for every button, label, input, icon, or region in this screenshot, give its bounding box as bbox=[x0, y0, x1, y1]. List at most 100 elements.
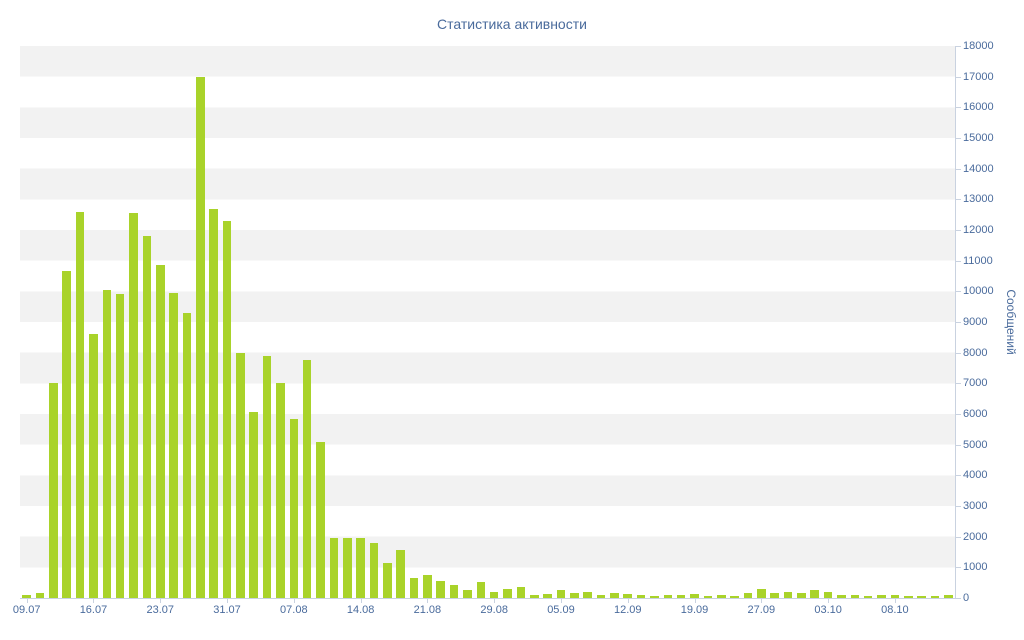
bar bbox=[623, 594, 633, 598]
y-axis-tick bbox=[956, 199, 961, 201]
x-axis-tick bbox=[560, 599, 562, 603]
x-axis-tick bbox=[694, 599, 696, 603]
bar bbox=[209, 208, 218, 598]
x-axis-tick-label: 08.10 bbox=[881, 604, 909, 616]
bar bbox=[476, 582, 486, 598]
y-axis-tick-label: 12000 bbox=[963, 224, 994, 236]
x-axis-tick bbox=[761, 599, 763, 603]
bar bbox=[716, 594, 726, 598]
bar bbox=[383, 562, 392, 598]
bar bbox=[316, 441, 325, 598]
x-axis-tick-label: 05.09 bbox=[547, 604, 575, 616]
y-axis-tick-label: 4000 bbox=[963, 469, 988, 482]
bar bbox=[917, 595, 926, 598]
x-axis-tick-label: 09.07 bbox=[12, 604, 41, 616]
x-axis-tick bbox=[160, 599, 162, 603]
bar bbox=[102, 289, 112, 598]
bar bbox=[610, 593, 619, 598]
bar bbox=[650, 596, 659, 598]
bar bbox=[356, 538, 365, 598]
bar bbox=[823, 591, 833, 598]
y-axis-tick-label: 6000 bbox=[963, 408, 988, 420]
bar bbox=[409, 578, 419, 598]
x-axis-tick-label: 31.07 bbox=[213, 604, 241, 616]
bar bbox=[676, 595, 686, 598]
bar bbox=[196, 76, 205, 598]
y-axis-tick-label: 9000 bbox=[963, 316, 988, 328]
y-axis-tick bbox=[956, 168, 961, 170]
y-axis-tick bbox=[956, 76, 961, 78]
y-axis-tick bbox=[956, 414, 961, 415]
y-axis-tick-label: 13000 bbox=[963, 193, 994, 206]
y-axis-tick-label: 5000 bbox=[963, 438, 988, 451]
y-axis-tick-label: 0 bbox=[963, 592, 970, 604]
bar bbox=[743, 593, 753, 598]
x-axis-tick bbox=[293, 599, 295, 603]
bar bbox=[396, 550, 405, 598]
bar bbox=[890, 595, 900, 598]
bar bbox=[690, 594, 699, 598]
x-axis-tick bbox=[494, 599, 496, 603]
bar bbox=[556, 590, 566, 598]
y-axis-tick-label: 2000 bbox=[963, 530, 988, 543]
x-axis-tick-label: 19.09 bbox=[680, 604, 709, 616]
y-axis-tick bbox=[956, 352, 961, 354]
x-axis-tick bbox=[828, 599, 830, 603]
y-axis-tick-label: 1000 bbox=[963, 561, 988, 574]
x-axis-tick bbox=[427, 599, 429, 603]
bar bbox=[529, 594, 539, 598]
bar bbox=[89, 334, 98, 598]
y-axis-tick bbox=[956, 260, 961, 262]
y-axis-tick bbox=[956, 598, 961, 599]
bar bbox=[169, 292, 178, 598]
x-axis-tick bbox=[93, 599, 95, 603]
bar bbox=[369, 542, 379, 598]
bar bbox=[302, 360, 312, 598]
bar bbox=[636, 594, 646, 598]
y-axis-tick bbox=[956, 444, 961, 446]
bar bbox=[837, 595, 846, 598]
x-axis-tick bbox=[227, 599, 229, 603]
y-axis-tick-label: 14000 bbox=[963, 162, 994, 175]
x-axis-tick bbox=[627, 599, 629, 603]
y-axis-tick-label: 16000 bbox=[963, 101, 994, 114]
bar bbox=[115, 294, 125, 598]
bar bbox=[783, 591, 793, 598]
x-axis-tick-label: 07.08 bbox=[280, 604, 308, 616]
bar bbox=[142, 236, 152, 598]
bar bbox=[797, 593, 806, 598]
y-axis-tick-label: 10000 bbox=[963, 285, 994, 298]
y-axis-tick bbox=[956, 107, 961, 109]
x-axis-tick bbox=[360, 599, 362, 603]
bar bbox=[930, 596, 940, 598]
bar bbox=[276, 383, 285, 598]
bar bbox=[489, 591, 499, 598]
bar bbox=[449, 585, 459, 598]
bar bbox=[516, 587, 526, 598]
bar bbox=[596, 594, 606, 598]
bar bbox=[703, 595, 713, 598]
y-axis-title: Сообщений bbox=[1004, 289, 1018, 355]
bar bbox=[770, 593, 779, 598]
x-axis-tick-label: 27.09 bbox=[747, 604, 776, 616]
bar bbox=[35, 593, 45, 598]
bar bbox=[903, 596, 913, 598]
bar bbox=[436, 581, 446, 598]
y-axis-tick bbox=[956, 46, 961, 47]
bar bbox=[49, 383, 58, 598]
y-axis-tick-label: 17000 bbox=[963, 70, 994, 83]
y-axis-tick-label: 7000 bbox=[963, 377, 988, 390]
x-axis-tick-label: 16.07 bbox=[79, 604, 108, 616]
bar bbox=[810, 590, 820, 598]
y-axis-tick-label: 3000 bbox=[963, 500, 988, 512]
y-axis-tick bbox=[956, 567, 961, 569]
bar bbox=[757, 588, 766, 598]
bar bbox=[155, 265, 165, 598]
bar bbox=[249, 412, 259, 598]
bar bbox=[663, 594, 673, 598]
bar bbox=[850, 594, 860, 598]
x-axis-tick-label: 14.08 bbox=[346, 604, 375, 616]
bar bbox=[543, 593, 552, 598]
y-axis-tick bbox=[956, 383, 961, 385]
